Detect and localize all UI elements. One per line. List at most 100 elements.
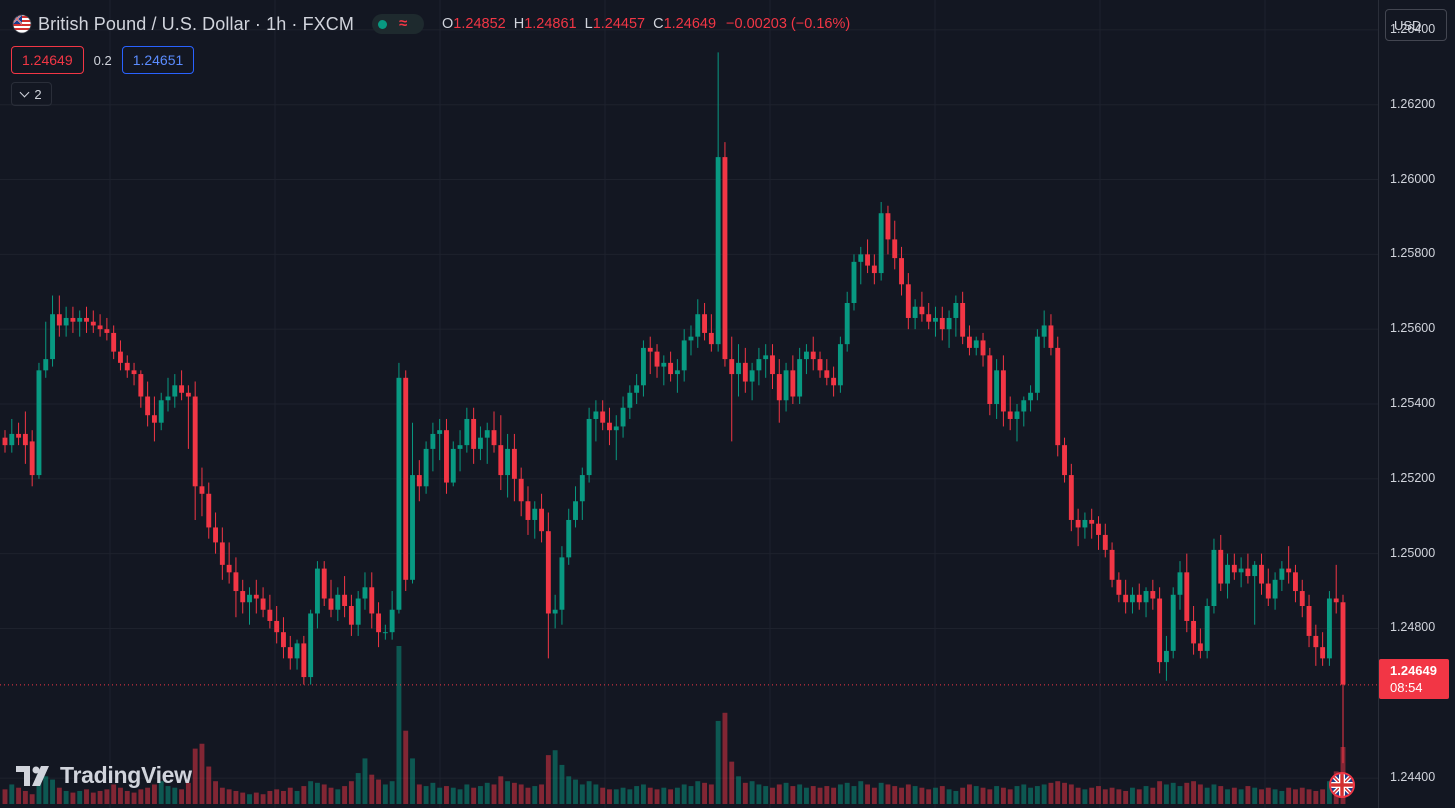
candle[interactable] [1170, 587, 1176, 659]
candle[interactable] [749, 362, 755, 401]
candle[interactable] [1245, 553, 1251, 584]
candle[interactable] [484, 422, 490, 464]
candle[interactable] [647, 336, 653, 375]
candle[interactable] [281, 617, 286, 659]
candle[interactable] [1231, 553, 1237, 580]
candle[interactable] [1286, 546, 1292, 584]
candle[interactable] [1340, 594, 1346, 764]
candle[interactable] [1259, 553, 1264, 595]
candle[interactable] [151, 396, 157, 442]
candle[interactable] [926, 303, 932, 330]
candle[interactable] [994, 359, 1000, 419]
candle[interactable] [247, 587, 252, 625]
candle[interactable] [1055, 336, 1061, 457]
candle[interactable] [444, 418, 449, 494]
candle[interactable] [919, 291, 925, 322]
candle[interactable] [980, 332, 986, 367]
candle[interactable] [1123, 579, 1129, 614]
candle[interactable] [185, 385, 191, 449]
candle[interactable] [1238, 557, 1244, 588]
candle[interactable] [2, 430, 8, 453]
candle[interactable] [240, 579, 246, 614]
candle[interactable] [708, 314, 714, 352]
candle[interactable] [1102, 523, 1108, 558]
buy-button[interactable]: 1.24651 [121, 46, 195, 74]
candle[interactable] [967, 325, 972, 356]
candle[interactable] [294, 639, 300, 670]
candle[interactable] [1218, 534, 1224, 592]
candle[interactable] [1136, 583, 1142, 610]
candle[interactable] [668, 351, 674, 382]
candle[interactable] [111, 325, 117, 360]
candle[interactable] [314, 561, 320, 629]
candle[interactable] [1163, 635, 1169, 681]
candle[interactable] [953, 295, 959, 337]
candle[interactable] [84, 306, 89, 333]
candle[interactable] [600, 400, 606, 431]
candle[interactable] [1333, 564, 1339, 614]
candle[interactable] [70, 306, 76, 333]
candle[interactable] [430, 422, 436, 472]
candle[interactable] [1068, 463, 1074, 532]
candle[interactable] [498, 415, 504, 491]
candle[interactable] [308, 609, 314, 685]
candle[interactable] [77, 310, 83, 337]
candle[interactable] [131, 362, 137, 386]
candle[interactable] [899, 246, 904, 296]
candle[interactable] [403, 370, 409, 592]
candle[interactable] [138, 370, 144, 408]
candle[interactable] [858, 246, 864, 285]
candle[interactable] [722, 142, 728, 367]
candle[interactable] [301, 635, 307, 685]
candle[interactable] [566, 508, 572, 565]
candle[interactable] [172, 374, 178, 408]
candle[interactable] [43, 321, 49, 378]
candle[interactable] [328, 579, 334, 618]
candle[interactable] [287, 635, 293, 670]
candle[interactable] [1211, 538, 1217, 614]
candle[interactable] [29, 430, 35, 487]
candle[interactable] [593, 400, 599, 442]
candle[interactable] [1272, 572, 1278, 610]
candle[interactable] [253, 579, 259, 614]
currency-flag-marker-icon[interactable] [1329, 772, 1355, 798]
candle[interactable] [124, 355, 130, 378]
candle[interactable] [790, 355, 796, 404]
candle[interactable] [634, 374, 640, 404]
candle[interactable] [1143, 587, 1149, 618]
candle[interactable] [226, 542, 232, 584]
candle[interactable] [97, 314, 103, 337]
candle[interactable] [776, 359, 782, 423]
candle[interactable] [525, 486, 531, 535]
candle[interactable] [233, 557, 239, 618]
candle[interactable] [674, 359, 680, 393]
candle[interactable] [1109, 542, 1115, 588]
candle[interactable] [118, 340, 123, 371]
candle[interactable] [871, 254, 877, 285]
candle[interactable] [199, 467, 205, 517]
candle[interactable] [50, 295, 55, 367]
candle[interactable] [22, 411, 28, 464]
candle[interactable] [90, 310, 96, 333]
candle[interactable] [613, 415, 619, 461]
candle[interactable] [756, 347, 762, 386]
candle[interactable] [1075, 508, 1081, 547]
candle[interactable] [824, 359, 830, 386]
candle[interactable] [1130, 587, 1135, 614]
candle[interactable] [1096, 516, 1101, 550]
candle[interactable] [505, 433, 511, 498]
candle[interactable] [165, 377, 171, 412]
candle[interactable] [457, 430, 463, 472]
candle[interactable] [36, 362, 42, 479]
candle[interactable] [837, 336, 843, 393]
candle[interactable] [437, 418, 443, 461]
candle[interactable] [803, 344, 809, 375]
candle[interactable] [933, 306, 938, 337]
candle[interactable] [16, 422, 22, 446]
candle[interactable] [1197, 628, 1203, 659]
candle[interactable] [939, 306, 945, 341]
candle[interactable] [376, 602, 381, 648]
candle[interactable] [1082, 512, 1088, 539]
candle[interactable] [321, 561, 327, 606]
candle[interactable] [532, 501, 538, 539]
